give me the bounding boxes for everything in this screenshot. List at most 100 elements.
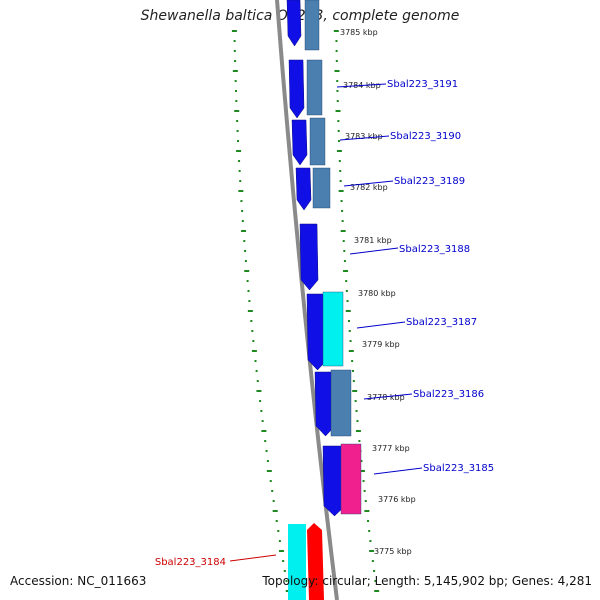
gene-label[interactable]: Sbal223_3191 — [387, 79, 458, 90]
cds-cyan-block[interactable] — [288, 524, 306, 600]
gc-skew-dot — [234, 90, 237, 92]
gc-skew-dot — [243, 240, 246, 242]
gc-skew-dot — [342, 240, 345, 242]
gc-skew-dot — [233, 50, 236, 52]
gc-skew-dot — [277, 530, 280, 532]
cds-reverse-block[interactable] — [340, 443, 362, 515]
gc-skew-dot — [251, 330, 254, 332]
gc-skew-dot — [254, 360, 257, 362]
gc-skew-dot — [234, 80, 237, 82]
gene-label-leader — [339, 135, 390, 141]
gc-skew-dot — [241, 210, 244, 212]
gc-skew-dot — [335, 60, 338, 62]
cds-forward-arrow[interactable] — [288, 59, 305, 119]
gc-skew-dot — [371, 560, 374, 562]
gc-skew-dot — [355, 430, 361, 432]
gene-label[interactable]: Sbal223_3185 — [423, 463, 494, 474]
gene-label[interactable]: Sbal223_3187 — [406, 317, 477, 328]
gc-skew-dot — [349, 340, 352, 342]
gc-skew-dot — [244, 270, 250, 272]
gc-skew-dot — [252, 340, 255, 342]
gc-skew-dot — [347, 320, 350, 322]
gc-skew-dot — [244, 250, 247, 252]
gc-skew-dot — [373, 570, 376, 572]
cds-reverse-block[interactable] — [330, 369, 352, 437]
cds-reverse-block[interactable] — [306, 59, 323, 116]
cds-reverse-block[interactable] — [322, 291, 344, 367]
gc-skew-dot — [348, 350, 354, 352]
gene-label-leader — [356, 321, 406, 329]
gene-label[interactable]: Sbal223_3189 — [394, 176, 465, 187]
kbp-tick-label: 3776 kbp — [378, 495, 416, 504]
gc-skew-dot — [354, 400, 357, 402]
gc-skew-dot — [335, 40, 338, 42]
gc-skew-dot — [238, 190, 244, 192]
gc-skew-dot — [271, 490, 274, 492]
gc-skew-dot — [264, 440, 267, 442]
kbp-tick-label: 3778 kbp — [367, 393, 405, 402]
gc-skew-dot — [360, 460, 363, 462]
kbp-tick-label: 3775 kbp — [374, 547, 412, 556]
gc-skew-dot — [236, 150, 242, 152]
genome-summary-text: Topology: circular; Length: 5,145,902 bp… — [262, 574, 592, 588]
cds-forward-arrow[interactable] — [291, 119, 308, 166]
cds-reverse-block[interactable] — [309, 117, 326, 166]
gc-skew-dot — [231, 30, 237, 32]
gc-skew-dot — [345, 310, 351, 312]
gc-skew-dot — [247, 290, 250, 292]
cds-forward-arrow[interactable] — [286, 0, 302, 47]
gene-label-leader — [349, 247, 399, 255]
cds-red-arrow-sbal223-3184[interactable] — [307, 523, 324, 600]
gc-skew-dot — [369, 550, 375, 552]
kbp-tick-label: 3782 kbp — [350, 183, 388, 192]
gc-skew-dot — [336, 100, 339, 102]
gc-skew-dot — [338, 140, 341, 142]
gc-skew-dot — [343, 250, 346, 252]
gc-skew-dot — [348, 330, 351, 332]
gc-skew-dot — [351, 360, 354, 362]
gene-label[interactable]: Sbal223_3188 — [399, 244, 470, 255]
cds-reverse-block[interactable] — [304, 0, 320, 51]
gene-label[interactable]: Sbal223_3184 — [155, 557, 226, 568]
gc-skew-dot — [240, 200, 243, 202]
cds-forward-arrow[interactable] — [295, 167, 312, 211]
gc-skew-dot — [335, 50, 338, 52]
gc-skew-dot — [355, 410, 358, 412]
gc-skew-dot — [278, 550, 284, 552]
gc-skew-dot — [338, 190, 344, 192]
gene-label-leader — [229, 554, 277, 562]
gc-skew-dot — [233, 40, 236, 42]
gc-skew-dot — [282, 560, 285, 562]
gc-skew-dot — [343, 270, 349, 272]
gene-label[interactable]: Sbal223_3186 — [413, 389, 484, 400]
gc-skew-dot — [339, 170, 342, 172]
gc-skew-dot — [374, 580, 377, 582]
gc-skew-dot — [234, 110, 240, 112]
gc-skew-dot — [346, 300, 349, 302]
gc-skew-dot — [265, 450, 268, 452]
gc-skew-dot — [352, 380, 355, 382]
gc-skew-dot — [237, 140, 240, 142]
cds-forward-arrow[interactable] — [299, 223, 319, 291]
gc-skew-dot — [247, 310, 253, 312]
gc-skew-dot — [336, 90, 339, 92]
gc-skew-dot — [272, 510, 278, 512]
gc-skew-dot — [246, 280, 249, 282]
gc-skew-dot — [272, 500, 275, 502]
gc-skew-dot — [341, 220, 344, 222]
gc-skew-dot — [234, 60, 237, 62]
gene-label-leader — [373, 467, 423, 475]
gc-skew-dot — [336, 80, 339, 82]
kbp-tick-label: 3780 kbp — [358, 289, 396, 298]
kbp-tick-label: 3783 kbp — [345, 132, 383, 141]
cds-reverse-block[interactable] — [312, 167, 331, 209]
cds-forward-arrow[interactable] — [322, 445, 346, 517]
gc-skew-dot — [244, 260, 247, 262]
gc-skew-dot — [235, 100, 238, 102]
gc-skew-dot — [374, 590, 380, 592]
gc-skew-dot — [358, 440, 361, 442]
gene-label[interactable]: Sbal223_3190 — [390, 131, 461, 142]
gc-skew-dot — [340, 200, 343, 202]
gc-skew-dot — [241, 230, 247, 232]
